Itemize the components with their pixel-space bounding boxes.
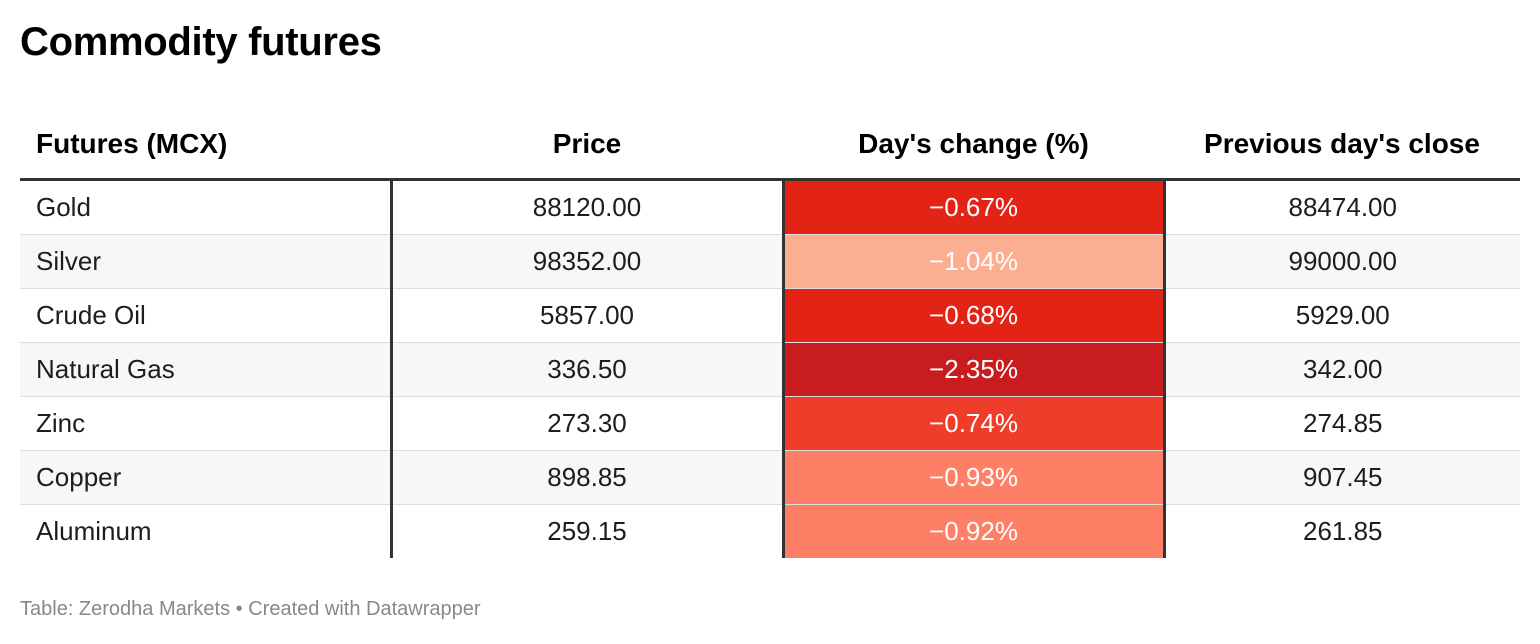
cell-commodity-name: Copper [20,450,391,505]
cell-commodity-name: Crude Oil [20,288,391,343]
table-header-row: Futures (MCX) Price Day's change (%) Pre… [20,110,1520,181]
cell-price: 898.85 [389,450,783,505]
cell-days-change: −1.04% [781,234,1166,289]
cell-previous-close: 261.85 [1302,516,1383,546]
column-header-days-change: Day's change (%) [783,110,1164,181]
cell-price: 98352.00 [389,234,783,289]
source-footer: Table: Zerodha Markets • Created with Da… [20,598,481,620]
cell-previous-close: 88474.00 [1164,179,1520,235]
cell-days-change: −0.92% [781,504,1166,558]
column-header-previous-close: Previous day's close [1164,110,1520,181]
cell-price: 88120.00 [389,179,783,235]
cell-commodity-name: Silver [20,234,391,289]
cell-days-change: −2.35% [781,342,1166,397]
cell-days-change: −0.93% [781,450,1166,505]
table-row: Copper 898.85 −0.93% 907.45 [20,450,1520,505]
commodity-table: Futures (MCX) Price Day's change (%) Pre… [20,110,1520,558]
cell-price: 5857.00 [389,288,783,343]
cell-price: 336.50 [389,342,783,397]
cell-commodity-name: Aluminum [36,516,152,546]
cell-commodity-name: Zinc [20,396,391,451]
chart-title: Commodity futures [20,20,382,64]
table-row: Silver 98352.00 −1.04% 99000.00 [20,234,1520,289]
table-row: Zinc 273.30 −0.74% 274.85 [20,396,1520,451]
cell-previous-close: 342.00 [1164,342,1520,397]
cell-previous-close: 99000.00 [1164,234,1520,289]
cell-days-change: −0.67% [781,179,1166,235]
cell-previous-close: 5929.00 [1164,288,1520,343]
table-row: Gold 88120.00 −0.67% 88474.00 [20,179,1520,235]
cell-previous-close: 274.85 [1164,396,1520,451]
cell-commodity-name: Gold [20,179,391,235]
cell-previous-close: 907.45 [1164,450,1520,505]
column-header-price: Price [391,110,783,181]
cell-days-change: −0.68% [781,288,1166,343]
table-row: Crude Oil 5857.00 −0.68% 5929.00 [20,288,1520,343]
cell-commodity-name: Natural Gas [20,342,391,397]
cell-price: 259.15 [389,504,783,558]
table-row: Aluminum 259.15 −0.92% 261.85 [20,504,1520,558]
table-row: Natural Gas 336.50 −2.35% 342.00 [20,342,1520,397]
cell-price: 273.30 [389,396,783,451]
cell-days-change: −0.74% [781,396,1166,451]
column-header-futures: Futures (MCX) [20,110,391,181]
